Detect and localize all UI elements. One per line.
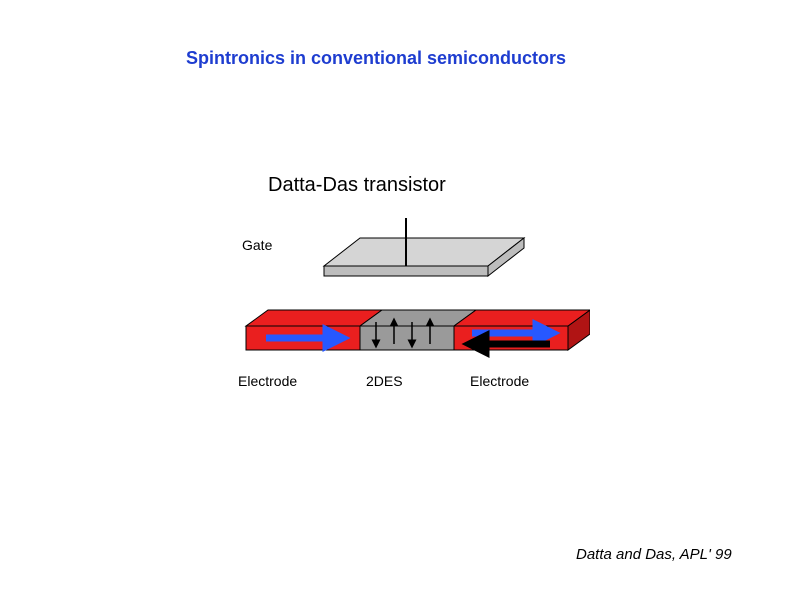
svg-text:2DES: 2DES bbox=[366, 373, 403, 389]
diagram-svg: Gate Electrode 2DES Electrode bbox=[210, 218, 590, 408]
page-title: Spintronics in conventional semiconducto… bbox=[186, 48, 566, 69]
datta-das-diagram: Gate Electrode 2DES Electrode bbox=[210, 218, 590, 408]
svg-text:Electrode: Electrode bbox=[238, 373, 297, 389]
svg-text:Electrode: Electrode bbox=[470, 373, 529, 389]
svg-text:Gate: Gate bbox=[242, 237, 273, 253]
diagram-subtitle: Datta-Das transistor bbox=[268, 174, 446, 197]
citation-text: Datta and Das, APL' 99 bbox=[576, 546, 732, 563]
